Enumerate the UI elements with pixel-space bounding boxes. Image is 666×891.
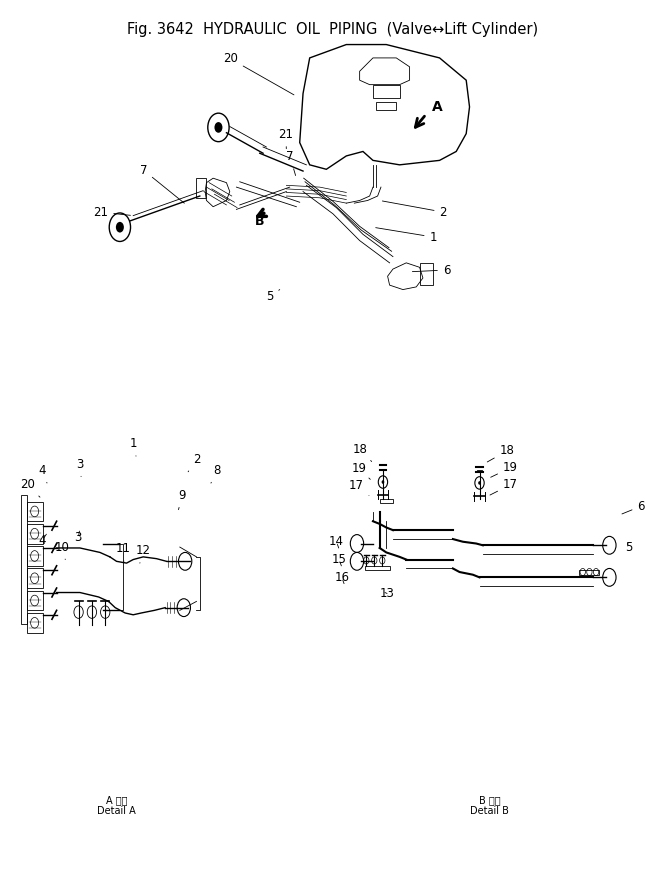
- Text: 18: 18: [488, 445, 514, 462]
- Text: 16: 16: [334, 571, 350, 584]
- Text: 8: 8: [211, 464, 220, 483]
- Text: 2: 2: [382, 201, 447, 218]
- Text: 5: 5: [266, 290, 280, 303]
- Text: 11: 11: [116, 543, 131, 561]
- Text: 15: 15: [332, 553, 346, 566]
- Text: 4: 4: [39, 464, 47, 483]
- Text: 3: 3: [75, 531, 82, 544]
- Text: 9: 9: [178, 489, 186, 510]
- Circle shape: [478, 481, 481, 485]
- Text: 10: 10: [55, 541, 69, 560]
- Text: A 詳細
Detail A: A 詳細 Detail A: [97, 795, 136, 816]
- Text: Fig. 3642  HYDRAULIC  OIL  PIPING  (Valve↔Lift Cylinder): Fig. 3642 HYDRAULIC OIL PIPING (Valve↔Li…: [127, 22, 539, 37]
- Text: 6: 6: [412, 264, 450, 276]
- Text: 4: 4: [39, 534, 47, 546]
- Text: 5: 5: [625, 541, 632, 553]
- Text: 7: 7: [286, 151, 296, 176]
- Text: 21: 21: [93, 206, 131, 218]
- Text: 17: 17: [490, 478, 518, 495]
- Text: 20: 20: [223, 53, 294, 94]
- Text: 12: 12: [136, 544, 151, 563]
- Circle shape: [382, 480, 384, 484]
- Text: A: A: [432, 101, 442, 114]
- Text: 13: 13: [380, 587, 394, 600]
- Text: B 詳細
Detail B: B 詳細 Detail B: [470, 795, 509, 816]
- Text: 19: 19: [352, 462, 370, 479]
- Text: 1: 1: [376, 228, 437, 243]
- Text: B: B: [254, 215, 264, 227]
- Text: 19: 19: [491, 462, 518, 478]
- Text: 20: 20: [20, 478, 40, 497]
- Text: 6: 6: [622, 500, 645, 514]
- Text: 7: 7: [140, 164, 184, 203]
- Text: 2: 2: [188, 454, 200, 471]
- Text: 21: 21: [278, 128, 294, 149]
- Text: 14: 14: [329, 535, 344, 548]
- Circle shape: [116, 222, 124, 233]
- Text: 1: 1: [130, 437, 137, 456]
- Circle shape: [214, 122, 222, 133]
- Text: 17: 17: [349, 479, 369, 495]
- Text: 18: 18: [353, 443, 372, 462]
- Text: 3: 3: [77, 458, 84, 477]
